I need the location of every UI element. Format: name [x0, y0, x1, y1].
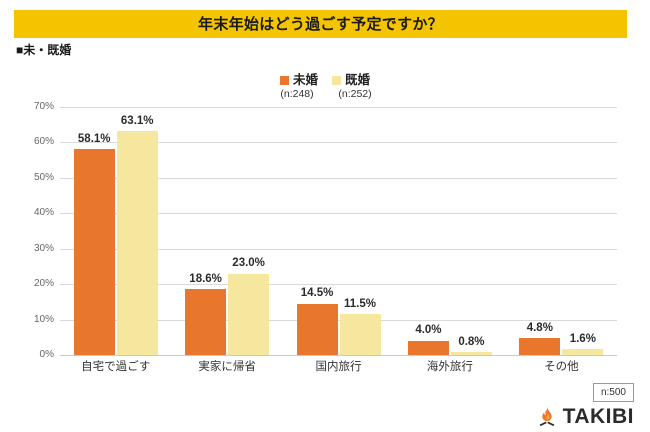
legend-item-unmarried: 未婚	[279, 73, 318, 87]
bar-value-label: 23.0%	[232, 257, 265, 270]
page-title: 年末年始はどう過ごす予定ですか？	[198, 15, 443, 33]
bar[interactable]	[116, 131, 158, 355]
gridline	[60, 319, 617, 321]
bar-slot: 0.8%	[450, 107, 492, 355]
x-axis-tick: 実家に帰省	[198, 361, 256, 373]
legend-sample-sizes: (n:248) (n:252)	[271, 87, 379, 100]
legend-n-married: (n:252)	[338, 87, 372, 100]
bar[interactable]	[519, 338, 561, 355]
y-axis-tick: 70%	[33, 101, 54, 112]
legend-swatch-icon-married	[332, 75, 341, 85]
brand-logo: TAKIBI	[535, 404, 634, 428]
y-axis-tick: 30%	[33, 242, 54, 254]
chart-title-bar: 年末年始はどう過ごす予定ですか？	[14, 10, 627, 38]
bar[interactable]	[228, 273, 270, 355]
bar-group: 4.0% 0.8%	[394, 107, 505, 355]
bar-slot: 23.0%	[228, 107, 270, 355]
brand-name: TAKIBI	[562, 404, 634, 428]
gridline	[60, 177, 617, 179]
status-badge: n:500	[592, 383, 634, 402]
bar[interactable]	[562, 349, 604, 355]
bar-value-label: 4.8%	[526, 321, 553, 334]
bar[interactable]	[450, 352, 492, 355]
gridline	[60, 107, 617, 108]
y-axis-tick: 10%	[33, 313, 54, 325]
y-axis-tick: 50%	[33, 171, 54, 183]
bar-group: 58.1% 63.1%	[60, 107, 171, 355]
bar-slot: 4.8%	[519, 107, 561, 355]
legend-item-married: 既婚	[332, 74, 370, 87]
bar-slot: 4.0%	[407, 107, 449, 355]
bar-value-label: 4.0%	[415, 324, 442, 337]
y-axis-tick: 0%	[39, 349, 54, 360]
bar-value-label: 14.5%	[300, 287, 334, 300]
y-axis: 0% 10% 20% 30% 40% 50% 60% 70%	[20, 100, 54, 362]
legend-entries: 未婚 既婚	[279, 73, 370, 87]
y-axis-tick: 40%	[33, 207, 54, 219]
gridline	[60, 248, 617, 250]
bar-value-label: 11.5%	[344, 297, 377, 310]
gridline	[60, 284, 617, 286]
bar-slot: 14.5%	[296, 107, 338, 355]
bar[interactable]	[339, 314, 381, 355]
x-axis-tick: 海外旅行	[426, 361, 473, 373]
chart-subtitle: ■未・既婚	[16, 43, 72, 57]
bar-group: 4.8% 1.6%	[506, 107, 617, 355]
chart-legend: 未婚 既婚 (n:248) (n:252)	[0, 74, 650, 99]
bar-value-label: 0.8%	[458, 335, 485, 348]
bar-value-label: 1.6%	[569, 332, 596, 345]
campfire-icon	[539, 405, 554, 427]
legend-swatch-icon-unmarried	[279, 75, 289, 85]
legend-label-married: 既婚	[345, 73, 371, 87]
bar-value-label: 18.6%	[189, 272, 222, 285]
x-axis: 自宅で過ごす 実家に帰省 国内旅行 海外旅行 その他	[60, 361, 617, 374]
y-axis-tick: 60%	[33, 136, 54, 148]
axis-baseline	[60, 355, 617, 356]
bar[interactable]	[407, 340, 449, 355]
bar-slot: 1.6%	[562, 107, 604, 355]
bar-slot: 63.1%	[116, 107, 158, 355]
bar-value-label: 63.1%	[120, 114, 154, 127]
x-axis-tick: 国内旅行	[315, 361, 362, 373]
gridline	[60, 213, 617, 215]
bar-slot: 18.6%	[185, 107, 227, 355]
gridlines	[60, 107, 617, 356]
legend-label-unmarried: 未婚	[292, 73, 318, 87]
y-axis-tick: 20%	[33, 278, 54, 290]
bar[interactable]	[73, 149, 115, 355]
bar-groups: 58.1% 63.1% 18.6% 23.0% 14.5% 11.5% 4.0% 0.8% 4.…	[60, 107, 617, 355]
bar-slot: 58.1%	[73, 107, 115, 355]
bar-value-label: 58.1%	[77, 132, 111, 145]
legend-n-unmarried: (n:248)	[280, 87, 314, 100]
bar-group: 14.5% 11.5%	[283, 107, 394, 355]
bar-slot: 11.5%	[339, 107, 381, 355]
x-axis-tick: その他	[544, 361, 579, 373]
bar[interactable]	[296, 303, 338, 355]
x-axis-tick: 自宅で過ごす	[81, 361, 151, 373]
bar[interactable]	[185, 289, 227, 355]
bar-group: 18.6% 23.0%	[171, 107, 282, 355]
gridline	[60, 142, 617, 144]
